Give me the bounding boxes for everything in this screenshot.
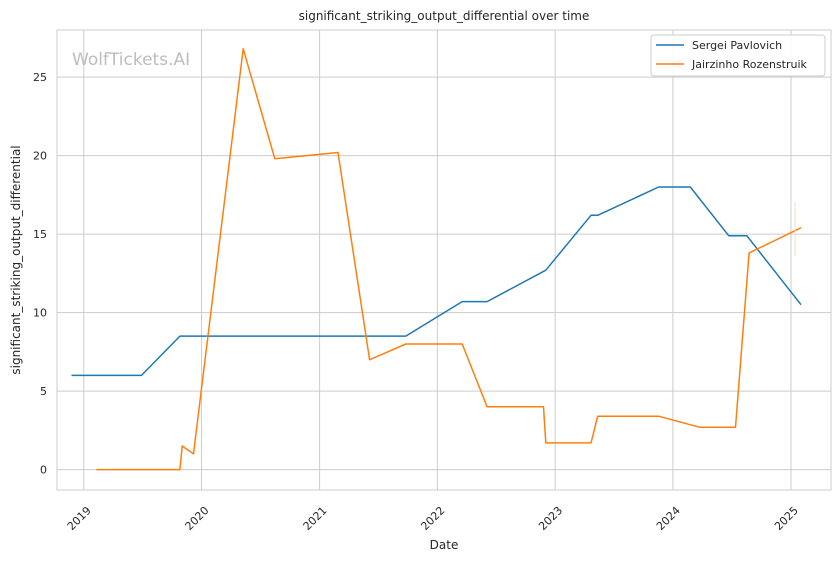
x-tick-label-6: 2025 — [772, 504, 801, 533]
plot-area — [57, 30, 831, 490]
x-tick-label-4: 2023 — [536, 504, 565, 533]
y-tick-label-2: 10 — [33, 307, 47, 320]
legend-box — [650, 34, 826, 77]
series-layer — [71, 48, 802, 471]
x-tick-label-1: 2020 — [183, 504, 212, 533]
x-tick-label-5: 2024 — [654, 504, 683, 533]
y-tick-label-4: 20 — [33, 150, 47, 163]
y-tick-label-3: 15 — [33, 228, 47, 241]
x-tick-label-0: 2019 — [65, 504, 94, 533]
x-tick-label-3: 2022 — [418, 504, 447, 533]
x-tick-label-2: 2021 — [301, 504, 330, 533]
series-line-0 — [71, 186, 802, 377]
legend: Sergei Pavlovich Jairzinho Rozenstruik — [650, 34, 826, 77]
x-axis-ticks: 2019 2020 2021 2022 2023 2024 2025 — [65, 504, 801, 533]
plot-frame — [56, 29, 832, 491]
y-tick-label-1: 5 — [40, 385, 47, 398]
series-line-1 — [96, 48, 802, 471]
x-axis-label: Date — [430, 538, 459, 552]
legend-label-jairzinho: Jairzinho Rozenstruik — [691, 58, 808, 71]
y-tick-label-5: 25 — [33, 71, 47, 84]
y-tick-label-0: 0 — [40, 464, 47, 477]
y-axis-label: significant_striking_output_differential — [9, 145, 23, 374]
chart-title: significant_striking_output_differential… — [299, 9, 590, 23]
y-axis-ticks: 0 5 10 15 20 25 — [33, 71, 47, 476]
watermark: WolfTickets.AI — [72, 50, 190, 70]
grid-lines — [57, 30, 831, 490]
legend-label-sergei: Sergei Pavlovich — [692, 39, 782, 52]
